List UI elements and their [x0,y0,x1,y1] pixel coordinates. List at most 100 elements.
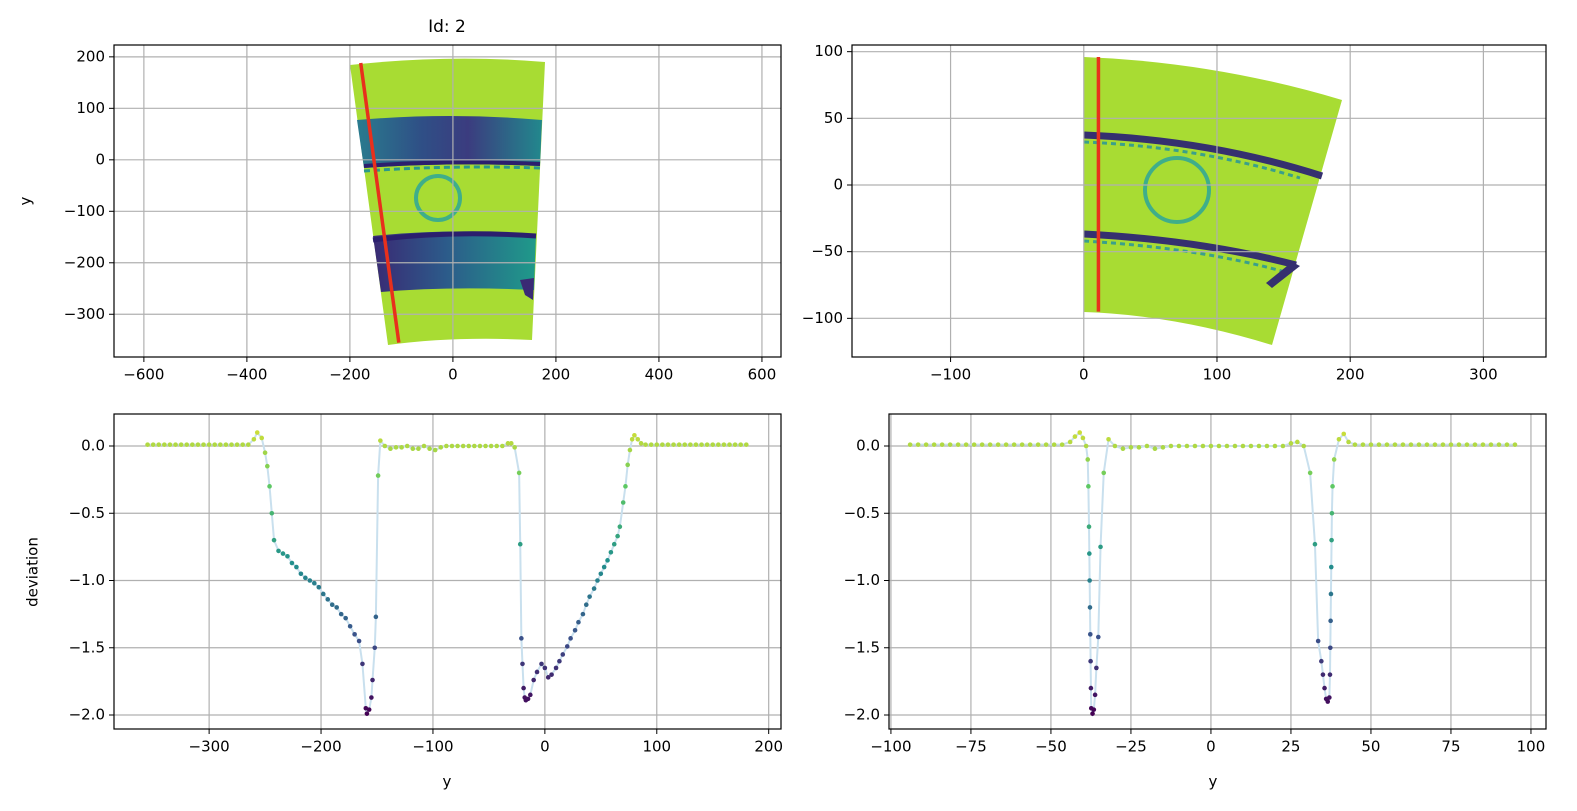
data-point [1325,699,1331,704]
x-tick-label: 25 [1281,738,1300,756]
data-point [665,442,671,447]
data-point [1320,672,1326,677]
data-point [195,442,201,447]
data-point [364,711,370,716]
data-point [184,442,190,447]
data-point [1392,442,1398,447]
data-point [721,442,727,447]
data-point [682,442,688,447]
data-point [1240,443,1246,449]
data-point [1307,470,1313,476]
heatmap-image [1083,57,1342,345]
data-point [410,446,416,452]
data-point [1328,645,1333,651]
data-point [519,636,524,641]
data-point [1346,439,1351,445]
data-point [1051,442,1057,447]
x-axis-label: y [1209,773,1218,791]
data-point [1136,445,1142,450]
data-point [1295,439,1300,445]
data-point [1101,470,1107,476]
data-point [1376,442,1382,447]
x-tick-label: 50 [1361,738,1380,756]
data-point [267,484,272,489]
y-tick-label: −100 [64,202,105,220]
data-point [1416,442,1422,447]
data-point [1072,434,1078,439]
data-point [1512,442,1518,447]
data-point [676,442,682,447]
data-point [638,441,644,446]
y-axis-label: deviation [24,537,42,607]
data-point [587,594,592,599]
data-point [1408,442,1414,447]
data-point [583,602,589,608]
data-point [508,441,514,446]
data-point [615,533,620,539]
data-point [704,442,710,447]
data-point [627,447,633,453]
data-point [320,591,326,597]
y-axis-label: y [17,196,35,205]
data-point [393,445,399,450]
data-point [1090,711,1095,716]
data-point [1011,442,1017,447]
y-tick-label: 50 [824,109,843,127]
data-point [580,611,586,617]
y-tick-label: −0.5 [69,504,105,522]
data-point [369,695,374,700]
data-point [1432,442,1438,447]
data-point [591,586,597,591]
data-point [382,443,388,449]
data-point [1085,457,1091,462]
data-point [710,442,716,447]
data-point [542,665,548,671]
data-point [1322,685,1327,691]
x-tick-label: 400 [645,366,674,384]
x-tick-label: −100 [412,738,453,756]
data-point [531,677,536,683]
y-tick-label: −200 [64,253,105,271]
y-tick-label: −1.0 [844,571,880,589]
data-point [632,432,637,438]
data-point [375,473,381,478]
data-point [178,442,184,447]
data-point [352,632,357,637]
data-point [1095,634,1101,640]
data-point [915,442,921,447]
data-point [1152,446,1158,452]
data-point [1087,632,1093,637]
x-tick-label: −50 [1035,738,1067,756]
data-point [1288,441,1294,446]
x-tick-label: −400 [226,366,267,384]
data-point [1328,618,1333,624]
y-tick-label: 100 [76,99,105,117]
data-point [329,602,335,608]
data-point [549,672,554,677]
data-point [251,436,257,442]
data-point [483,443,488,449]
x-tick-label: 75 [1441,738,1460,756]
data-point [1192,443,1198,449]
data-point [564,644,570,649]
data-point [1112,443,1118,449]
x-tick-label: 0 [1079,366,1089,384]
data-point [1504,442,1510,447]
data-point [1091,707,1097,712]
data-point [206,442,212,447]
data-point [234,442,240,447]
data-point [620,500,626,505]
data-point [1329,537,1334,543]
data-point [1464,442,1470,447]
axes-frame [888,413,1547,730]
data-point [1315,638,1321,644]
data-point [517,541,523,547]
data-point [963,442,969,447]
data-point [1106,436,1111,442]
axes-frame [113,413,782,730]
data-point [1336,436,1342,442]
profile-line [358,62,401,343]
data-point [500,443,505,449]
data-point [1098,544,1103,550]
